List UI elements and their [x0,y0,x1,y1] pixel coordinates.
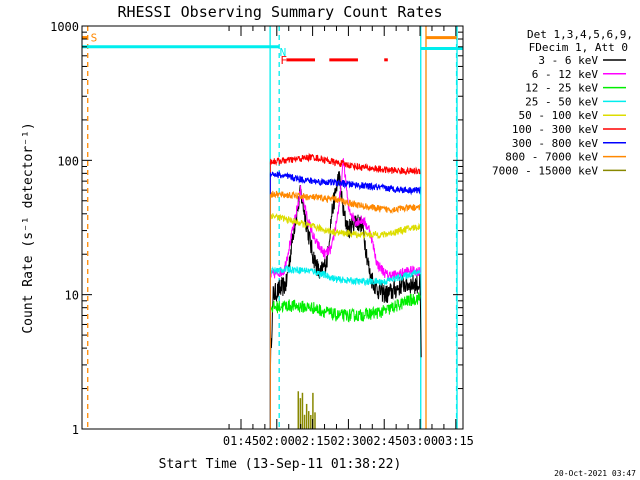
plot-data: S NF [82,26,463,429]
chart-title: RHESSI Observing Summary Count Rates [117,3,442,21]
legend-label: 6 - 12 keV [532,68,599,81]
x-axis-label: Start Time (13-Sep-11 01:38:22) [159,457,402,472]
legend-label: 800 - 7000 keV [505,151,598,164]
legend-label: 7000 - 15000 keV [492,164,598,177]
series-line [269,171,422,374]
legend-label: 25 - 50 keV [525,95,598,108]
legend-label: 12 - 25 keV [525,82,598,95]
legend-label: 300 - 800 keV [512,137,598,150]
series-line [269,212,421,240]
annotation-s: S [91,32,98,45]
y-tick-label: 1 [72,423,79,437]
y-tick-label: 10 [65,289,79,303]
x-tick-label: 02:45 [366,434,402,448]
annotation-f: F [280,54,287,67]
series-line [269,158,421,281]
plot-frame: 1 10 100 1000 01:45 02:00 02:15 02:30 02:45 03:00… [50,20,474,448]
legend-label: 3 - 6 keV [538,54,598,67]
x-tick-label: 02:15 [295,434,331,448]
series-800-7000-kev [269,190,421,429]
series-line [269,292,421,323]
legend-label: 100 - 300 keV [512,123,598,136]
legend-label: 50 - 100 keV [519,109,599,122]
series-line [270,264,421,287]
y-tick-label: 1000 [50,20,79,34]
series-line [269,152,421,176]
x-tick-label: 03:15 [438,434,474,448]
x-tick-label: 02:00 [259,434,295,448]
legend-header-line-1: Det 1,3,4,5,6,9, [527,28,633,41]
y-tick-label: 100 [57,154,79,168]
annotation-n: N [280,46,287,59]
plot-border [81,25,464,430]
legend-header-line-2: FDecim 1, Att 0 [529,41,628,54]
x-tick-label: 03:00 [402,434,438,448]
series-line [269,170,421,196]
series-line [269,190,421,215]
y-axis-label: Count Rate (s⁻¹ detector⁻¹) [21,122,36,333]
x-tick-label: 02:30 [330,434,366,448]
x-tick-label: 01:45 [223,434,259,448]
footer-date: 20-Oct-2021 03:47 [554,469,636,478]
